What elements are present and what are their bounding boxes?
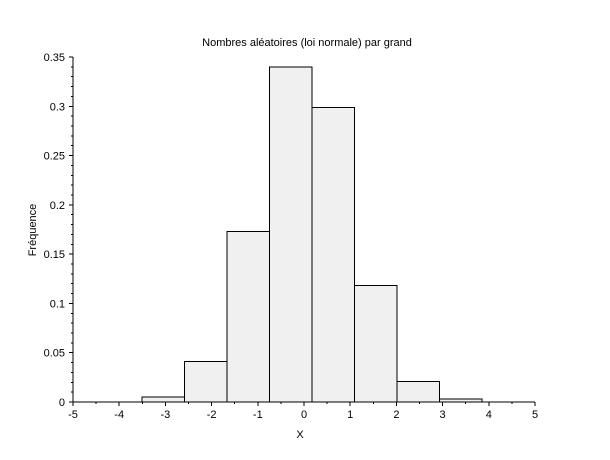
x-tick-label: 4	[486, 409, 492, 421]
x-tick-label: 3	[440, 409, 446, 421]
axis-tick-labels: -5 -4 -3 -2 -1 0 1 2 3 4 5 0 0.05 0.1 0.15 0.2 0.25 0.3 0.…	[44, 52, 538, 421]
y-tick-label: 0.1	[50, 298, 65, 310]
x-tick-label: 2	[393, 409, 399, 421]
x-tick-label: 5	[532, 409, 538, 421]
x-tick-label: -1	[253, 409, 263, 421]
x-tick-label: 1	[347, 409, 353, 421]
x-tick-label: -4	[114, 409, 124, 421]
y-tick-label: 0	[59, 397, 65, 409]
x-axis-label: X	[296, 429, 304, 441]
y-axis-label: Fréquence	[27, 204, 39, 257]
histogram-bar	[141, 396, 185, 403]
y-tick-label: 0.35	[44, 52, 65, 64]
x-tick-label: -2	[207, 409, 217, 421]
chart-title: Nombres aléatoires (loi normale) par gra…	[202, 37, 412, 49]
histogram-bar	[268, 66, 313, 403]
axis-ticks	[69, 56, 536, 406]
y-tick-label: 0.3	[50, 101, 65, 113]
y-tick-label: 0.05	[44, 348, 65, 360]
x-tick-label: -5	[68, 409, 78, 421]
histogram-bar	[226, 231, 270, 403]
histogram-bar	[353, 285, 398, 403]
y-tick-label: 0.2	[50, 200, 65, 212]
y-tick-label: 0.25	[44, 151, 65, 163]
histogram-bar	[311, 106, 355, 403]
y-tick-label: 0.15	[44, 249, 65, 261]
histogram-bars	[141, 66, 483, 403]
histogram-bar	[183, 361, 228, 403]
x-tick-label: 0	[301, 409, 307, 421]
histogram-bar	[396, 380, 440, 403]
x-tick-label: -3	[161, 409, 171, 421]
